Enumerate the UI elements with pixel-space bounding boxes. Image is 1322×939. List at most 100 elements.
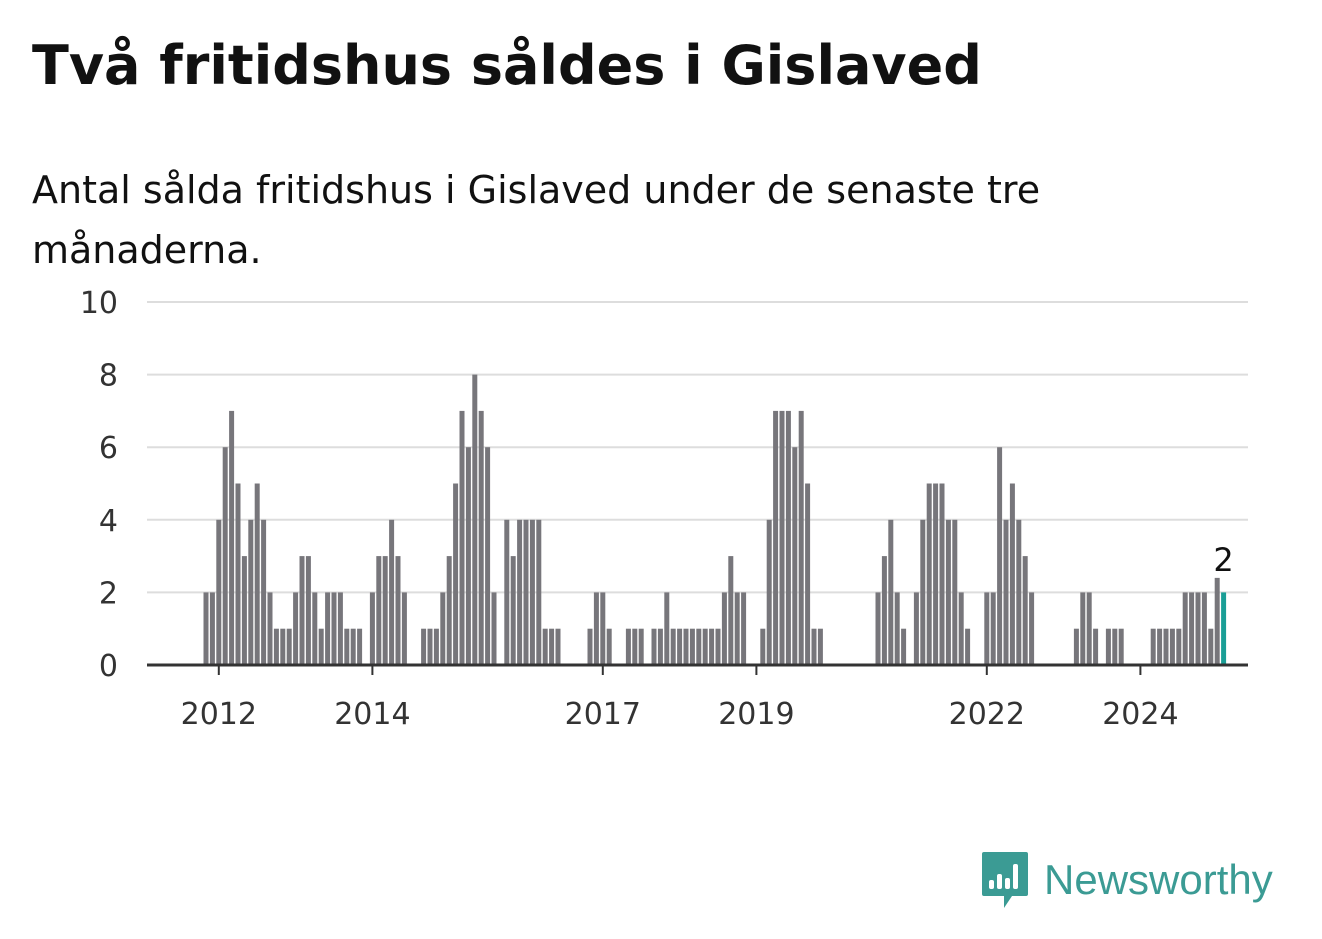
bar xyxy=(958,592,964,665)
x-axis-ticks: 2012 2014 2017 2019 2022 2024 xyxy=(181,665,1179,732)
bar xyxy=(1195,592,1201,665)
bar xyxy=(536,519,542,665)
bar xyxy=(369,592,375,665)
bar xyxy=(1118,628,1124,665)
bar xyxy=(625,628,631,665)
bar xyxy=(689,628,695,665)
bar xyxy=(817,628,823,665)
bar xyxy=(421,628,427,665)
bar xyxy=(926,483,932,665)
bar xyxy=(792,447,798,665)
bar xyxy=(721,592,727,665)
bar xyxy=(1016,519,1022,665)
bar xyxy=(235,483,241,665)
bar xyxy=(504,519,510,665)
bar xyxy=(465,447,471,665)
bar xyxy=(325,592,331,665)
bar xyxy=(1163,628,1169,665)
bar xyxy=(696,628,702,665)
bar xyxy=(299,556,305,665)
bar xyxy=(523,519,529,665)
bar xyxy=(997,447,1003,665)
bar xyxy=(760,628,766,665)
bar xyxy=(1022,556,1028,665)
bar xyxy=(965,628,971,665)
bar xyxy=(657,628,663,665)
bar xyxy=(267,592,273,665)
bar xyxy=(587,628,593,665)
bar xyxy=(350,628,356,665)
bar xyxy=(709,628,715,665)
gridlines xyxy=(147,301,1248,594)
bar xyxy=(1214,577,1220,665)
bar xyxy=(318,628,324,665)
y-tick-label: 2 xyxy=(99,576,118,611)
bar xyxy=(459,410,465,665)
bar xyxy=(555,628,561,665)
highlight-value-label: 2 xyxy=(1213,541,1233,579)
bar xyxy=(529,519,535,665)
x-tick-label: 2022 xyxy=(949,697,1025,732)
bar xyxy=(1150,628,1156,665)
bar xyxy=(440,592,446,665)
bar xyxy=(651,628,657,665)
bar xyxy=(241,556,247,665)
bar xyxy=(901,628,907,665)
bar xyxy=(1189,592,1195,665)
bar xyxy=(478,410,484,665)
bar xyxy=(1182,592,1188,665)
bar xyxy=(952,519,958,665)
bar xyxy=(273,628,279,665)
bar xyxy=(305,556,311,665)
bar xyxy=(433,628,439,665)
bar xyxy=(357,628,363,665)
bar xyxy=(811,628,817,665)
x-tick-label: 2017 xyxy=(565,697,641,732)
bar xyxy=(677,628,683,665)
bar xyxy=(1112,628,1118,665)
y-tick-label: 6 xyxy=(99,431,118,466)
bar xyxy=(1208,628,1214,665)
bar xyxy=(600,592,606,665)
bar xyxy=(472,374,478,665)
chart-subtitle: Antal sålda fritidshus i Gislaved under … xyxy=(32,168,1041,272)
bar xyxy=(1169,628,1175,665)
bar xyxy=(1009,483,1015,665)
bar xyxy=(229,410,235,665)
bar xyxy=(913,592,919,665)
bar xyxy=(670,628,676,665)
bar xyxy=(453,483,459,665)
bar xyxy=(203,592,209,665)
bar xyxy=(1086,592,1092,665)
bar xyxy=(510,556,516,665)
bar xyxy=(261,519,267,665)
bar xyxy=(485,447,491,665)
bar xyxy=(888,519,894,665)
bar xyxy=(728,556,734,665)
x-tick-label: 2014 xyxy=(334,697,410,732)
bar xyxy=(632,628,638,665)
bar xyxy=(1105,628,1111,665)
bar xyxy=(209,592,215,665)
y-tick-label: 0 xyxy=(99,649,118,684)
bar xyxy=(785,410,791,665)
bars xyxy=(203,374,1227,665)
bar xyxy=(491,592,497,665)
bar xyxy=(638,628,644,665)
x-tick-label: 2012 xyxy=(181,697,257,732)
bar xyxy=(446,556,452,665)
bar xyxy=(382,556,388,665)
bar xyxy=(894,592,900,665)
bar xyxy=(773,410,779,665)
bar xyxy=(939,483,945,665)
bar xyxy=(734,592,740,665)
bar xyxy=(1029,592,1035,665)
y-tick-label: 10 xyxy=(80,286,118,321)
bar xyxy=(805,483,811,665)
bar xyxy=(376,556,382,665)
bar xyxy=(216,519,222,665)
bar xyxy=(1073,628,1079,665)
bar-highlight xyxy=(1221,592,1227,665)
bar xyxy=(293,592,299,665)
